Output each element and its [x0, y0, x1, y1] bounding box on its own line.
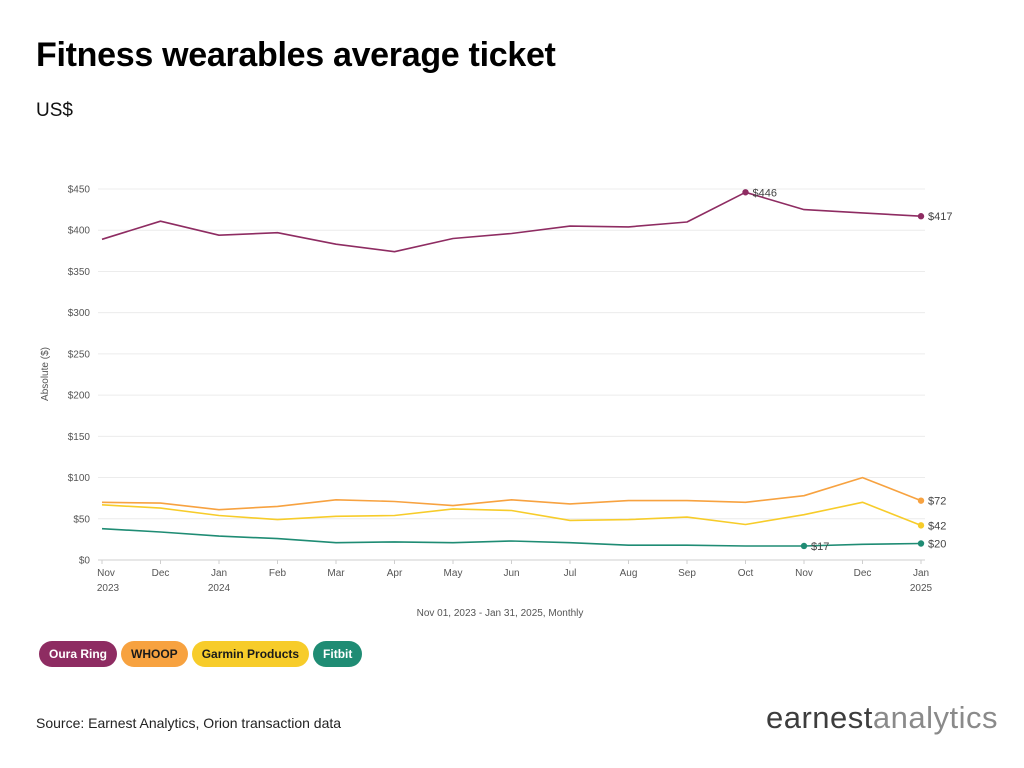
- x-tick-label: May: [444, 568, 463, 579]
- gridlines: [98, 188, 925, 561]
- series-point-whoop: [917, 497, 925, 504]
- legend: Oura Ring WHOOP Garmin Products Fitbit: [39, 641, 363, 667]
- series-point-fitbit: [800, 542, 808, 550]
- x-tick-label: Dec: [854, 568, 872, 579]
- x-tick-label: Apr: [387, 568, 403, 579]
- series-point-oura-ring: [742, 189, 749, 196]
- legend-item-fitbit[interactable]: Fitbit: [313, 641, 363, 667]
- data-label-garmin-products: $42: [928, 520, 946, 532]
- line-chart: $0 $50 $100 $150 $200 $250 $300 $350 $400 $450 No…: [40, 185, 952, 620]
- source-note: Source: Earnest Analytics, Orion transac…: [36, 715, 342, 731]
- series-point-garmin-products: [917, 522, 925, 529]
- earnest-analytics-logo: earnestanalytics: [765, 700, 998, 735]
- x-tick-year-label: 2024: [208, 583, 231, 594]
- y-tick-label: $100: [68, 473, 91, 484]
- x-tick-label: Jan: [211, 568, 227, 579]
- x-tick-label: Oct: [738, 568, 754, 579]
- series-point-oura-ring: [917, 213, 925, 220]
- chart-subtitle: US$: [36, 100, 73, 121]
- x-tick-label: Aug: [620, 568, 638, 579]
- data-label-whoop: $72: [928, 496, 946, 508]
- x-tick-label: Sep: [678, 568, 696, 579]
- series-lines: [101, 191, 922, 547]
- series-line-whoop: [101, 476, 922, 511]
- series-point-fitbit: [917, 540, 925, 547]
- data-label-fitbit: $17: [811, 541, 829, 553]
- legend-item-whoop[interactable]: WHOOP: [121, 641, 188, 667]
- y-tick-label: $400: [68, 226, 91, 237]
- y-axis-ticks: $0 $50 $100 $150 $200 $250 $300 $350 $400 $450: [68, 185, 91, 567]
- x-tick-label: Nov: [97, 568, 115, 579]
- x-axis-label: Nov 01, 2023 - Jan 31, 2025, Monthly: [417, 608, 584, 619]
- x-tick-label: Feb: [269, 568, 287, 579]
- y-tick-label: $0: [79, 556, 91, 567]
- y-tick-label: $300: [68, 308, 91, 319]
- data-label-fitbit: $20: [928, 539, 946, 551]
- y-axis-label: Absolute ($): [40, 347, 51, 401]
- series-line-garmin-products: [101, 501, 922, 527]
- x-axis-ticks: Nov 2023 Dec Jan 2024 Feb Mar Apr May Jun Jul Aug Se…: [97, 560, 933, 594]
- x-tick-label: Jun: [503, 568, 519, 579]
- legend-item-garmin-products[interactable]: Garmin Products: [191, 641, 310, 667]
- series-line-oura-ring: [101, 191, 922, 253]
- x-tick-label: Jan: [913, 568, 929, 579]
- data-label-oura-ring: $417: [928, 211, 952, 223]
- y-tick-label: $200: [68, 391, 91, 402]
- chart-title: Fitness wearables average ticket: [36, 36, 556, 74]
- data-label-oura-ring: $446: [753, 187, 777, 199]
- y-tick-label: $150: [68, 432, 91, 443]
- legend-item-oura-ring[interactable]: Oura Ring: [39, 641, 118, 667]
- y-tick-label: $50: [73, 514, 90, 525]
- x-tick-label: Jul: [564, 568, 577, 579]
- x-tick-label: Nov: [795, 568, 813, 579]
- x-tick-label: Mar: [327, 568, 345, 579]
- x-tick-label: Dec: [152, 568, 170, 579]
- y-tick-label: $450: [68, 185, 91, 196]
- y-tick-label: $250: [68, 349, 91, 360]
- series-points: $446 $417 $72 $42 $17 $20: [742, 187, 952, 553]
- series-line-fitbit: [101, 527, 922, 547]
- x-tick-year-label: 2025: [910, 583, 933, 594]
- y-tick-label: $350: [68, 267, 91, 278]
- x-tick-year-label: 2023: [97, 583, 120, 594]
